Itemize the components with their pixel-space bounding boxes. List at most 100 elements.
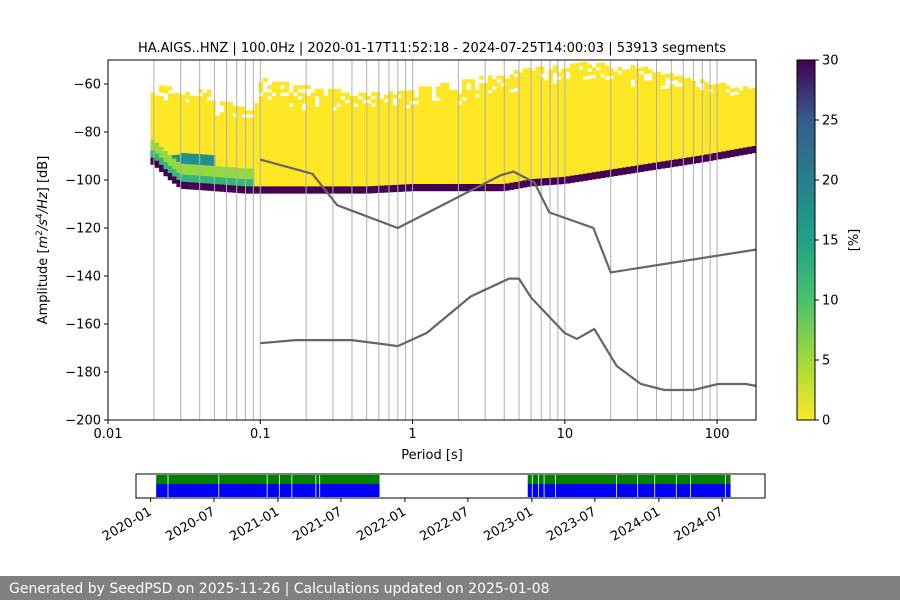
heatmap-cell (280, 132, 285, 136)
heatmap-cell (617, 164, 623, 169)
heatmap-cell (652, 144, 657, 149)
heatmap-cell (284, 160, 290, 165)
heatmap-cell (327, 88, 333, 93)
heatmap-cell (621, 123, 627, 128)
heatmap-cell (647, 94, 653, 99)
heatmap-cell (461, 147, 467, 152)
heatmap-cell (241, 131, 247, 136)
heatmap-cell (526, 179, 532, 184)
heatmap-cell (557, 130, 562, 134)
heatmap-cell (319, 186, 324, 190)
heatmap-cell (626, 170, 631, 175)
heatmap-cell (323, 142, 329, 147)
heatmap-cell (323, 178, 329, 183)
heatmap-cell (552, 169, 558, 174)
heatmap-cell (730, 95, 735, 100)
x-tick-label: 100 (705, 427, 730, 442)
heatmap-cell (448, 187, 454, 192)
heatmap-cell (271, 85, 277, 90)
heatmap-cell (314, 135, 320, 140)
heatmap-cell (500, 136, 506, 141)
heatmap-cell (297, 164, 303, 169)
heatmap-cell (448, 154, 454, 159)
heatmap-cell (574, 145, 580, 150)
heatmap-cell (453, 90, 458, 94)
heatmap-cell (401, 184, 407, 189)
heatmap-cell (652, 86, 657, 91)
heatmap-cell (643, 98, 649, 103)
heatmap-cell (496, 183, 502, 188)
heatmap-cell (332, 117, 337, 122)
heatmap-cell (531, 121, 536, 126)
heatmap-cell (665, 149, 670, 154)
heatmap-cell (522, 118, 528, 123)
heatmap-cell (193, 124, 199, 129)
heatmap-cell (721, 154, 727, 159)
heatmap-cell (280, 157, 285, 162)
heatmap-cell (682, 146, 688, 151)
heatmap-cell (193, 103, 199, 108)
heatmap-cell (617, 84, 623, 89)
heatmap-cell (531, 142, 536, 147)
heatmap-cell (574, 98, 580, 103)
heatmap-cell (323, 160, 329, 165)
heatmap-cell (306, 150, 311, 154)
heatmap-cell (535, 149, 541, 154)
heatmap-cell (708, 99, 714, 104)
heatmap-cell (617, 106, 623, 111)
heatmap-cell (396, 162, 402, 167)
heatmap-cell (271, 135, 277, 140)
heatmap-cell (608, 165, 614, 170)
heatmap-cell (258, 121, 264, 126)
heatmap-cell (565, 175, 571, 180)
processed-data-bar (156, 475, 380, 484)
heatmap-cell (193, 146, 199, 151)
heatmap-cell (241, 146, 247, 151)
heatmap-cell (665, 163, 670, 168)
heatmap-cell (496, 140, 502, 145)
heatmap-cell (457, 93, 463, 98)
heatmap-cell (578, 170, 584, 175)
heatmap-cell (461, 180, 467, 184)
heatmap-cell (526, 117, 532, 122)
heatmap-cell (652, 155, 657, 160)
heatmap-cell (422, 108, 428, 112)
heatmap-cell (189, 120, 195, 125)
heatmap-cell (172, 136, 177, 141)
heatmap-cell (639, 139, 644, 144)
heatmap-cell (678, 125, 683, 130)
heatmap-cell (518, 90, 523, 95)
heatmap-cell (544, 152, 549, 157)
heatmap-cell (232, 127, 238, 132)
heatmap-cell (211, 161, 216, 166)
heatmap-cell (427, 129, 432, 134)
heatmap-cell (522, 75, 528, 80)
heatmap-cell (323, 117, 329, 122)
heatmap-cell (522, 68, 528, 73)
heatmap-cell (284, 171, 290, 176)
heatmap-cell (254, 189, 259, 194)
heatmap-cell (652, 97, 657, 102)
heatmap-cell (366, 121, 372, 126)
heatmap-cell (734, 134, 740, 139)
heatmap-cell (358, 128, 363, 133)
heatmap-cell (150, 106, 156, 111)
heatmap-cell (219, 173, 225, 178)
heatmap-cell (570, 132, 575, 137)
heatmap-cell (314, 160, 320, 165)
heatmap-cell (686, 113, 692, 118)
heatmap-cell (150, 160, 156, 165)
heatmap-cell (479, 140, 484, 145)
heatmap-cell (518, 105, 523, 110)
heatmap-cell (479, 108, 484, 112)
heatmap-cell (440, 129, 445, 134)
heatmap-cell (600, 76, 606, 81)
heatmap-cell (336, 96, 342, 100)
heatmap-cell (453, 165, 458, 170)
heatmap-cell (673, 86, 679, 91)
heatmap-cell (427, 158, 432, 163)
heatmap-cell (418, 172, 424, 177)
heatmap-cell (362, 146, 368, 151)
heatmap-cell (483, 86, 489, 91)
heatmap-cell (565, 168, 571, 173)
